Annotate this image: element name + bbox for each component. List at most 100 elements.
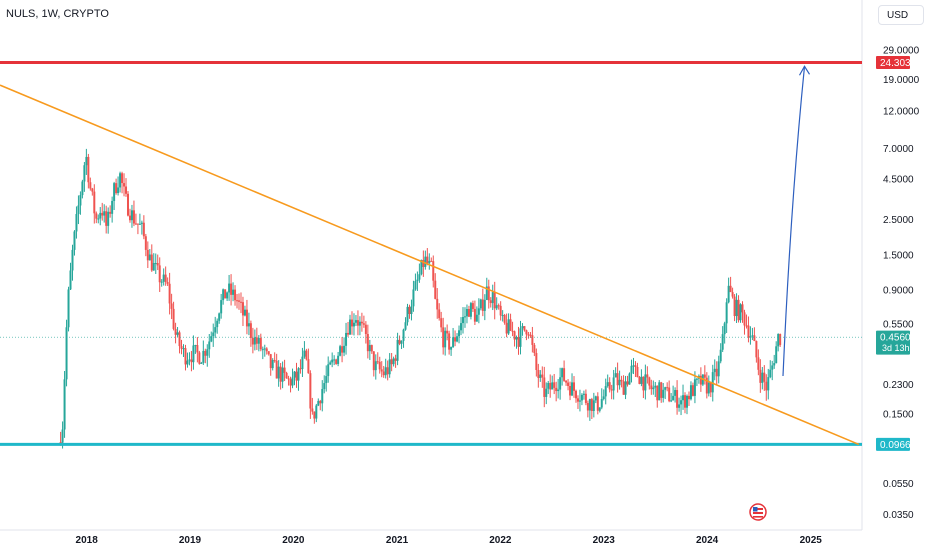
- candle-up: [315, 403, 318, 423]
- candle-up: [545, 382, 548, 405]
- candle-down: [319, 399, 322, 411]
- candle-down: [620, 375, 623, 388]
- candle-down: [236, 293, 239, 309]
- candle-down: [505, 313, 508, 338]
- candle-body: [331, 359, 334, 363]
- candle-body: [398, 339, 401, 344]
- candle-body: [144, 236, 147, 250]
- candle-body: [99, 212, 102, 219]
- candle-up: [138, 213, 141, 225]
- candle-body: [588, 399, 591, 411]
- candle-body: [352, 322, 355, 327]
- candle-down: [422, 250, 425, 277]
- candle-body: [89, 182, 92, 189]
- candle-body: [535, 352, 538, 370]
- candle-body: [614, 373, 617, 378]
- candle-up: [773, 354, 776, 369]
- candle-up: [206, 344, 209, 367]
- candle-down: [386, 360, 389, 381]
- candle-body: [136, 223, 139, 225]
- candle-up: [719, 343, 722, 364]
- candle-body: [424, 256, 427, 267]
- candle-body: [216, 320, 219, 328]
- candle-body: [567, 382, 570, 386]
- candle-body: [541, 374, 544, 378]
- candle-up: [674, 387, 677, 403]
- candle-body: [628, 373, 631, 385]
- candle-body: [757, 357, 760, 370]
- candle-up: [140, 220, 143, 235]
- candle-body: [83, 165, 86, 182]
- currency-button[interactable]: USD: [878, 5, 924, 25]
- candle-body: [101, 212, 104, 216]
- candle-body: [283, 367, 286, 373]
- candle-body: [210, 336, 213, 342]
- candle-body: [146, 249, 149, 261]
- y-tick-label: 29.0000: [883, 46, 920, 57]
- candle-up: [658, 380, 661, 401]
- candle-down: [586, 400, 589, 418]
- candle-up: [452, 327, 455, 348]
- candle-down: [763, 365, 766, 391]
- candle-down: [132, 200, 135, 227]
- candle-down: [636, 362, 639, 378]
- event-flag-icon[interactable]: [749, 503, 767, 521]
- y-tick-label: 2.5000: [883, 215, 914, 226]
- candle-body: [410, 306, 413, 315]
- candle-down: [376, 352, 379, 365]
- candle-up: [63, 370, 66, 438]
- candle-down: [753, 327, 756, 342]
- candle-body: [226, 292, 229, 299]
- candle-up: [428, 253, 431, 270]
- candle-body: [731, 292, 734, 297]
- candle-body: [755, 341, 758, 358]
- candle-down: [249, 320, 252, 347]
- candle-down: [454, 330, 457, 347]
- candle-body: [775, 346, 778, 364]
- candle-up: [291, 368, 294, 389]
- candle-up: [465, 304, 468, 324]
- candle-body: [287, 378, 290, 380]
- resistance-price-label-bg: [876, 55, 910, 69]
- candle-body: [646, 374, 649, 378]
- candle-down: [101, 202, 104, 221]
- candle-body: [285, 372, 288, 379]
- candle-down: [115, 178, 118, 195]
- candle-down: [529, 332, 532, 338]
- candle-body: [467, 308, 470, 317]
- candle-body: [222, 289, 225, 301]
- candle-up: [374, 354, 377, 380]
- candle-up: [632, 357, 635, 375]
- candle-body: [497, 305, 500, 307]
- candle-body: [366, 333, 369, 352]
- candle-body: [380, 369, 383, 372]
- x-tick-label: 2021: [386, 535, 409, 546]
- candle-body: [85, 156, 88, 166]
- candle-down: [523, 326, 526, 332]
- candle-body: [454, 337, 457, 342]
- candle-down: [576, 395, 579, 409]
- current-price-label-text: 0.4560: [880, 333, 911, 344]
- candle-body: [420, 259, 423, 275]
- candle-body: [582, 393, 585, 395]
- candle-down: [747, 316, 750, 343]
- candle-down: [666, 382, 669, 392]
- candle-up: [188, 352, 191, 366]
- candle-body: [281, 367, 284, 382]
- candle-up: [176, 327, 179, 337]
- candle-up: [682, 384, 685, 410]
- candle-body: [557, 389, 560, 392]
- candle-body: [400, 340, 403, 344]
- candle-down: [239, 292, 242, 314]
- candle-up: [458, 325, 461, 344]
- candle-up: [337, 351, 340, 367]
- candle-up: [404, 317, 407, 331]
- candle-down: [489, 297, 492, 308]
- candle-body: [531, 335, 534, 345]
- candle-body: [251, 337, 254, 345]
- candle-down: [481, 288, 484, 317]
- candle-down: [168, 272, 171, 315]
